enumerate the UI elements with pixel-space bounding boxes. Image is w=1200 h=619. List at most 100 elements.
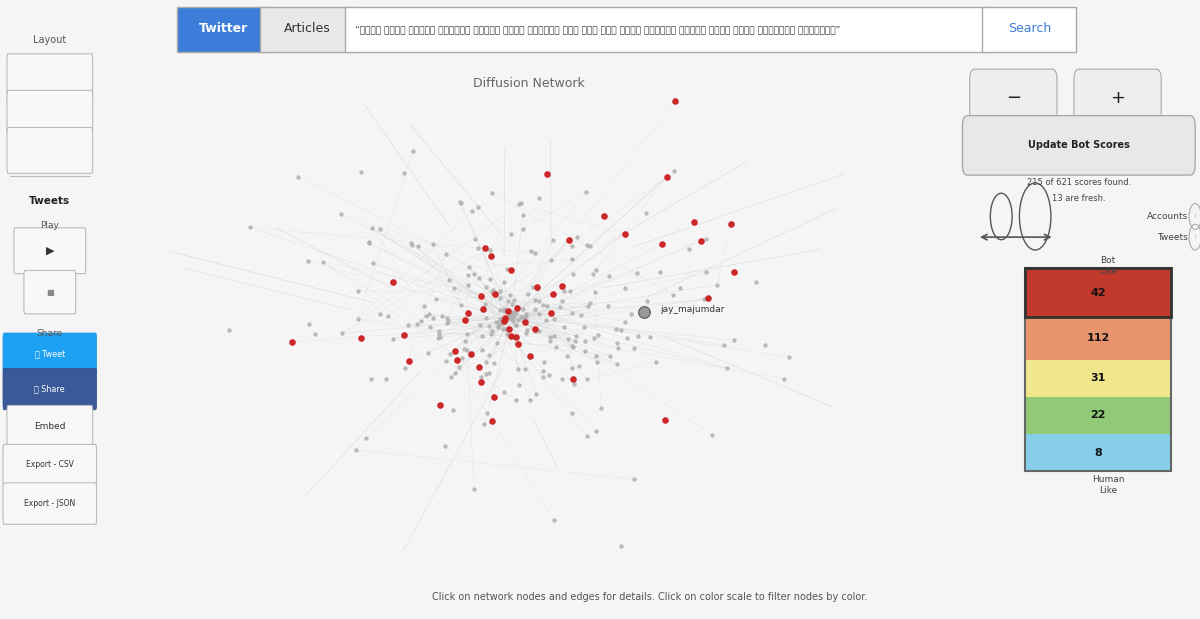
Point: [636, 208, 655, 218]
Point: [420, 309, 439, 319]
Point: [755, 340, 774, 350]
Text: ?: ?: [1194, 214, 1196, 219]
Point: [502, 311, 521, 321]
Point: [508, 303, 527, 313]
Point: [469, 362, 488, 372]
Point: [516, 308, 535, 318]
FancyBboxPatch shape: [7, 405, 92, 447]
Point: [559, 334, 578, 344]
Point: [721, 219, 740, 229]
Point: [504, 316, 523, 326]
Point: [403, 240, 422, 250]
Point: [503, 313, 522, 322]
Point: [400, 357, 419, 366]
FancyBboxPatch shape: [260, 7, 354, 52]
Point: [541, 308, 560, 318]
FancyBboxPatch shape: [1074, 69, 1162, 126]
Point: [558, 352, 577, 361]
FancyBboxPatch shape: [1026, 434, 1171, 471]
Text: −: −: [1006, 89, 1021, 106]
Point: [440, 348, 460, 358]
Point: [616, 316, 635, 326]
Point: [395, 168, 414, 178]
Point: [684, 217, 703, 227]
Text: jay_majumdar: jay_majumdar: [660, 305, 725, 314]
Text: Layout: Layout: [34, 35, 66, 45]
Point: [348, 314, 367, 324]
Point: [545, 515, 564, 525]
Point: [521, 246, 540, 256]
Point: [641, 332, 660, 342]
Point: [503, 310, 522, 319]
Point: [510, 380, 529, 390]
FancyBboxPatch shape: [970, 69, 1057, 126]
Point: [487, 338, 506, 348]
Point: [599, 301, 618, 311]
Point: [746, 277, 766, 287]
Point: [679, 244, 698, 254]
Point: [448, 355, 467, 365]
Point: [529, 309, 548, 319]
Point: [469, 362, 488, 372]
Point: [482, 251, 502, 261]
Point: [629, 331, 648, 340]
Point: [298, 256, 317, 266]
Point: [384, 277, 403, 287]
Point: [581, 241, 600, 251]
Point: [698, 293, 718, 303]
Point: [282, 337, 301, 347]
Point: [414, 301, 433, 311]
Point: [430, 326, 449, 336]
Point: [500, 311, 520, 321]
Point: [725, 267, 744, 277]
Point: [491, 293, 510, 303]
Point: [538, 169, 557, 179]
Point: [514, 224, 533, 234]
Point: [512, 210, 532, 220]
Point: [488, 321, 508, 331]
Point: [476, 369, 496, 379]
Text: Articles: Articles: [284, 22, 331, 35]
Point: [472, 372, 491, 382]
FancyBboxPatch shape: [1026, 317, 1171, 360]
FancyBboxPatch shape: [2, 333, 97, 374]
Point: [491, 305, 510, 315]
Point: [575, 321, 594, 331]
Point: [518, 289, 538, 299]
Point: [588, 357, 607, 366]
Point: [544, 289, 563, 299]
Point: [394, 330, 413, 340]
Point: [482, 251, 502, 261]
Text: 31: 31: [1091, 373, 1106, 383]
Point: [650, 267, 670, 277]
Point: [494, 313, 514, 322]
Point: [577, 374, 596, 384]
Point: [695, 295, 714, 305]
Point: [721, 219, 740, 229]
Point: [431, 400, 450, 410]
Point: [725, 335, 744, 345]
Point: [647, 357, 666, 367]
Point: [563, 408, 582, 418]
Point: [533, 373, 552, 383]
Point: [428, 333, 448, 343]
Point: [541, 308, 560, 318]
Text: Export - CSV: Export - CSV: [26, 461, 73, 469]
Point: [473, 331, 492, 341]
Point: [485, 392, 504, 402]
FancyBboxPatch shape: [982, 7, 1075, 52]
FancyBboxPatch shape: [7, 90, 92, 136]
Point: [502, 229, 521, 239]
FancyBboxPatch shape: [7, 128, 92, 173]
Point: [362, 223, 382, 233]
Point: [576, 336, 595, 346]
Point: [502, 331, 521, 340]
Point: [458, 308, 478, 318]
Point: [703, 430, 722, 439]
Point: [576, 187, 595, 197]
Point: [666, 96, 685, 106]
Point: [498, 306, 517, 316]
Point: [456, 335, 475, 345]
Point: [352, 333, 371, 343]
Text: 22: 22: [1091, 410, 1106, 420]
